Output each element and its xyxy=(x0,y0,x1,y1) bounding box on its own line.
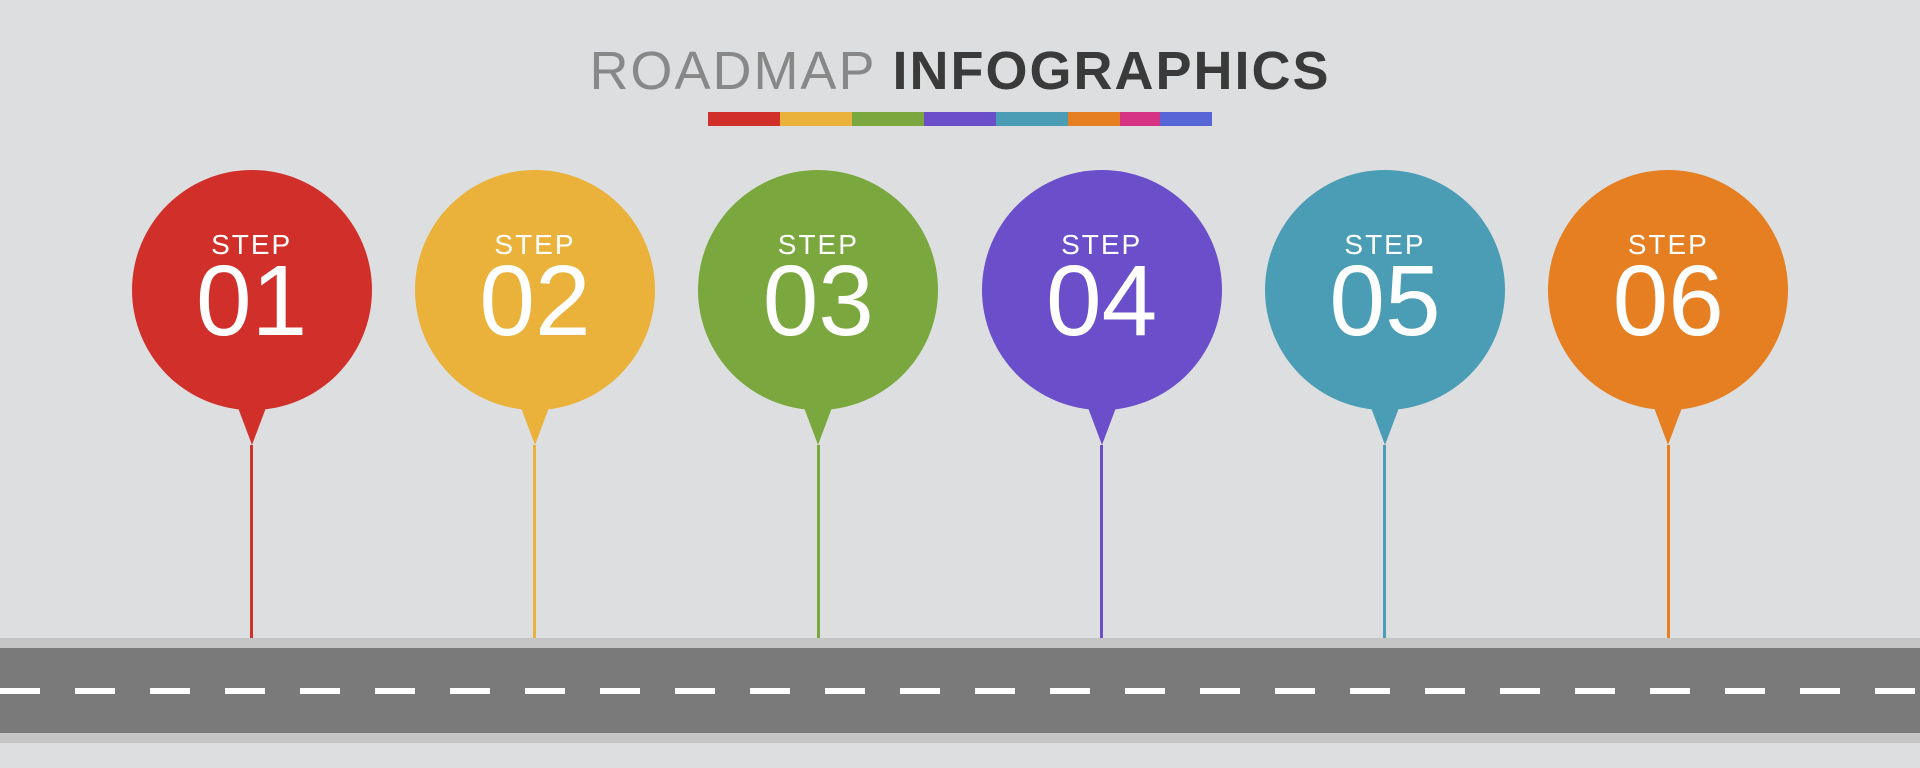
marker-stem xyxy=(817,445,820,645)
step-circle: STEP06 xyxy=(1548,170,1788,410)
step-marker-06: STEP06 xyxy=(1548,170,1788,665)
color-segment-3 xyxy=(924,112,996,126)
step-number: 04 xyxy=(1046,251,1157,351)
step-number: 01 xyxy=(196,251,307,351)
step-circle: STEP01 xyxy=(132,170,372,410)
step-marker-02: STEP02 xyxy=(415,170,655,665)
color-segment-1 xyxy=(780,112,852,126)
color-segment-7 xyxy=(1160,112,1212,126)
color-segment-6 xyxy=(1120,112,1160,126)
color-segment-2 xyxy=(852,112,924,126)
marker-stem xyxy=(533,445,536,645)
step-number: 05 xyxy=(1329,251,1440,351)
road-surface xyxy=(0,648,1920,733)
title-word-1: ROADMAP xyxy=(589,41,875,101)
page-title: ROADMAP INFOGRAPHICS xyxy=(0,40,1920,102)
header: ROADMAP INFOGRAPHICS xyxy=(0,0,1920,126)
step-number: 02 xyxy=(479,251,590,351)
road-container xyxy=(0,638,1920,743)
markers-container: STEP01STEP02STEP03STEP04STEP05STEP06 xyxy=(0,170,1920,665)
road-center-line xyxy=(0,688,1920,694)
marker-stem xyxy=(250,445,253,645)
step-number: 06 xyxy=(1613,251,1724,351)
title-word-2: INFOGRAPHICS xyxy=(893,41,1331,101)
color-segment-4 xyxy=(996,112,1068,126)
step-number: 03 xyxy=(763,251,874,351)
step-circle: STEP04 xyxy=(982,170,1222,410)
pointer-tail-icon xyxy=(1370,405,1400,445)
step-circle: STEP05 xyxy=(1265,170,1505,410)
color-segment-0 xyxy=(708,112,780,126)
step-circle: STEP03 xyxy=(698,170,938,410)
step-marker-01: STEP01 xyxy=(132,170,372,665)
pointer-tail-icon xyxy=(520,405,550,445)
step-circle: STEP02 xyxy=(415,170,655,410)
road-edge-bottom xyxy=(0,733,1920,743)
pointer-tail-icon xyxy=(803,405,833,445)
step-marker-03: STEP03 xyxy=(698,170,938,665)
step-marker-04: STEP04 xyxy=(982,170,1222,665)
pointer-tail-icon xyxy=(1653,405,1683,445)
pointer-tail-icon xyxy=(1087,405,1117,445)
road-edge-top xyxy=(0,638,1920,648)
marker-stem xyxy=(1667,445,1670,645)
marker-stem xyxy=(1383,445,1386,645)
step-marker-05: STEP05 xyxy=(1265,170,1505,665)
color-bar xyxy=(0,112,1920,126)
color-segment-5 xyxy=(1068,112,1120,126)
pointer-tail-icon xyxy=(237,405,267,445)
marker-stem xyxy=(1100,445,1103,645)
